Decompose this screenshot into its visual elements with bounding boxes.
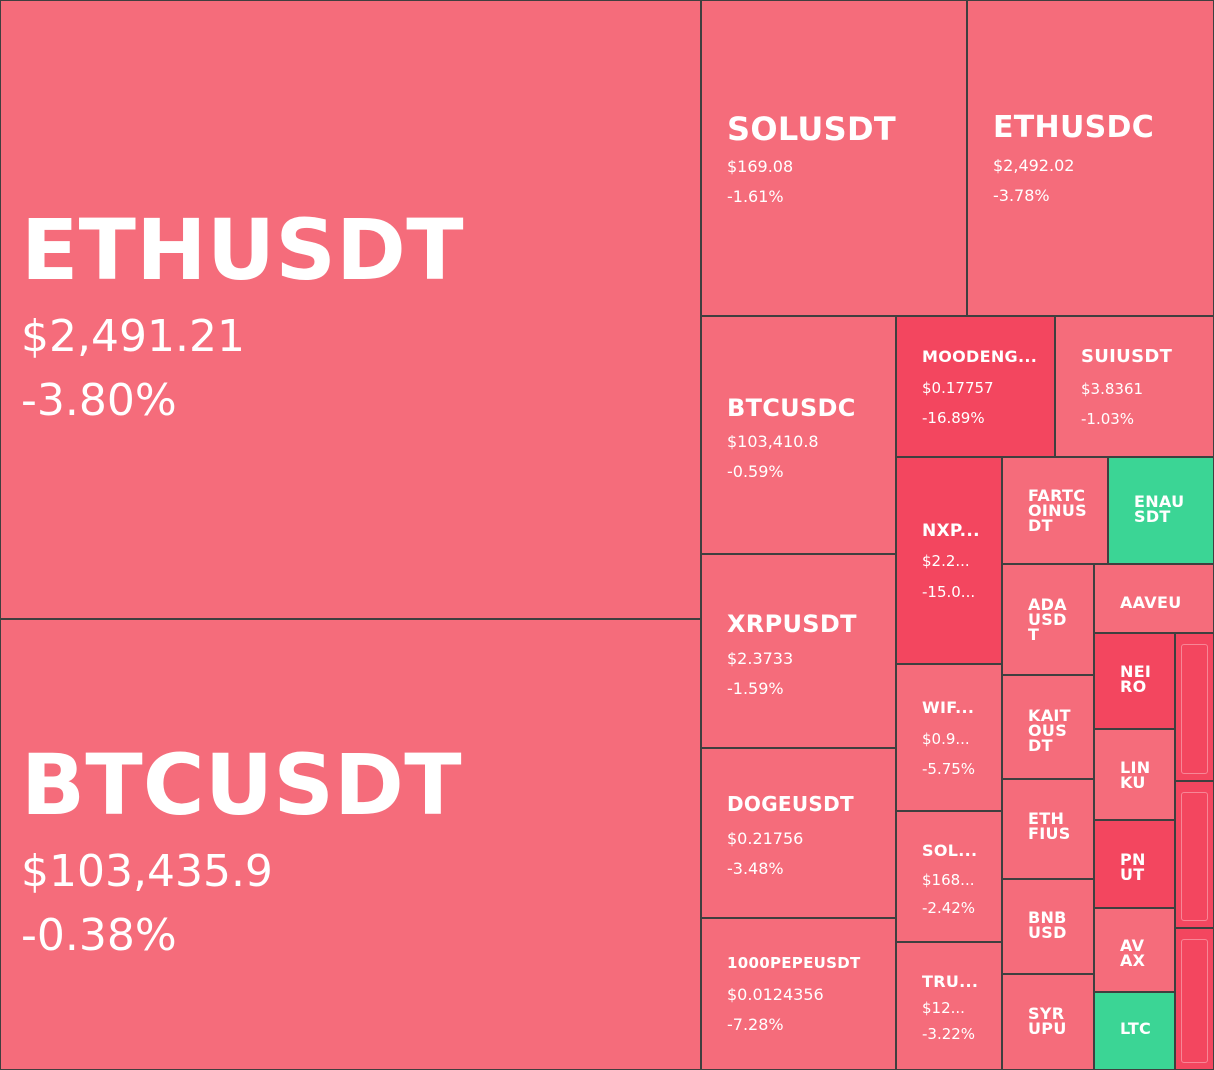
heatmap-tile-moodeng[interactable]: MOODENG... $0.17757 -16.89% — [896, 316, 1055, 457]
heatmap-tile-av-ax[interactable]: AV AX — [1094, 908, 1175, 992]
tile-symbol: AV AX — [1120, 936, 1146, 971]
tile-price: $2,491.21 — [21, 311, 245, 362]
heatmap-tile-enau-sdt[interactable]: ENAU SDT — [1108, 457, 1214, 564]
tile-symbol: SUIUSDT — [1081, 346, 1173, 367]
tile-symbol: ENAU SDT — [1134, 492, 1185, 527]
tile-symbol: BNB USD — [1028, 908, 1067, 943]
tile-price: $2,492.02 — [993, 156, 1075, 175]
tile-change: -0.59% — [727, 462, 784, 481]
tile-change: -3.80% — [21, 375, 177, 426]
tile-change: -1.59% — [727, 679, 784, 698]
heatmap-tile-nxp[interactable]: NXP... $2.2... -15.0... — [896, 457, 1002, 664]
tile-price: $2.3733 — [727, 649, 794, 668]
heatmap-tile-sol[interactable]: SOL... $168... -2.42% — [896, 811, 1002, 942]
heatmap-tile-syr-upu[interactable]: SYR UPU — [1002, 974, 1094, 1070]
tile-change: -1.61% — [727, 187, 784, 206]
heatmap-tile-ethusdt[interactable]: ETHUSDT $2,491.21 -3.80% — [0, 0, 701, 619]
tile-price: $12... — [922, 999, 965, 1017]
tile-price: $169.08 — [727, 157, 794, 176]
tile-symbol: BTCUSDC — [727, 394, 856, 422]
tile-price: $103,435.9 — [21, 846, 273, 897]
tile-change: -16.89% — [922, 409, 985, 427]
tile-price: $0.0124356 — [727, 985, 824, 1004]
heatmap-tile-btcusdc[interactable]: BTCUSDC $103,410.8 -0.59% — [701, 316, 896, 554]
heatmap-tile-tru[interactable]: TRU... $12... -3.22% — [896, 942, 1002, 1070]
heatmap-tile-aaveu[interactable]: AAVEU — [1094, 564, 1214, 633]
heatmap-tile-btcusdt[interactable]: BTCUSDT $103,435.9 -0.38% — [0, 619, 701, 1070]
tile-symbol: PN UT — [1120, 850, 1146, 885]
tile-symbol: LTC — [1120, 1019, 1152, 1038]
heatmap-tile-1000pepeusdt[interactable]: 1000PEPEUSDT $0.0124356 -7.28% — [701, 918, 896, 1070]
tile-change: -1.03% — [1081, 410, 1135, 428]
heatmap-tile-unlabeled[interactable] — [1175, 781, 1214, 928]
heatmap-tile-dogeusdt[interactable]: DOGEUSDT $0.21756 -3.48% — [701, 748, 896, 918]
heatmap-tile-suiusdt[interactable]: SUIUSDT $3.8361 -1.03% — [1055, 316, 1214, 457]
heatmap-tile-ltc[interactable]: LTC — [1094, 992, 1175, 1070]
tile-symbol: ETHUSDT — [21, 201, 464, 299]
tile-symbol: SOLUSDT — [727, 110, 897, 148]
tile-symbol: AAVEU — [1120, 593, 1182, 612]
heatmap-tile-fartc-oinus-dt[interactable]: FARTC OINUS DT — [1002, 457, 1108, 564]
heatmap-tile-wif[interactable]: WIF... $0.9... -5.75% — [896, 664, 1002, 811]
tile-change: -3.78% — [993, 186, 1050, 205]
heatmap-tile-lin-ku[interactable]: LIN KU — [1094, 729, 1175, 820]
tile-symbol: DOGEUSDT — [727, 792, 854, 816]
heatmap-tile-bnb-usd[interactable]: BNB USD — [1002, 879, 1094, 974]
tile-symbol: KAIT OUS DT — [1028, 706, 1071, 756]
tile-symbol: ADA USD T — [1028, 595, 1067, 645]
tile-symbol: WIF... — [922, 698, 975, 717]
tile-price: $0.17757 — [922, 379, 994, 397]
heatmap-tile-eth-fius[interactable]: ETH FIUS — [1002, 779, 1094, 879]
tile-symbol: 1000PEPEUSDT — [727, 954, 861, 972]
heatmap-tile-solusdt[interactable]: SOLUSDT $169.08 -1.61% — [701, 0, 967, 316]
tile-change: -3.48% — [727, 859, 784, 878]
tile-price: $2.2... — [922, 552, 970, 570]
tile-symbol: NEI RO — [1120, 662, 1152, 697]
tile-change: -5.75% — [922, 760, 976, 778]
tile-change: -7.28% — [727, 1015, 784, 1034]
heatmap-tile-unlabeled[interactable] — [1175, 633, 1214, 781]
heatmap-tile-nei-ro[interactable]: NEI RO — [1094, 633, 1175, 729]
tile-symbol: SYR UPU — [1028, 1004, 1067, 1039]
tile-change: -2.42% — [922, 899, 976, 917]
tile-change: -15.0... — [922, 583, 976, 601]
heatmap-tile-kait-ous-dt[interactable]: KAIT OUS DT — [1002, 675, 1094, 779]
tile-symbol: FARTC OINUS DT — [1028, 486, 1087, 536]
tile-price: $0.9... — [922, 730, 970, 748]
tile-price: $168... — [922, 871, 975, 889]
tile-symbol: LIN KU — [1120, 758, 1151, 793]
heatmap-tile-unlabeled[interactable] — [1175, 928, 1214, 1070]
tile-symbol: MOODENG... — [922, 347, 1038, 366]
tile-symbol: ETH FIUS — [1028, 809, 1071, 844]
tile-change: -3.22% — [922, 1025, 976, 1043]
tile-symbol: BTCUSDT — [21, 736, 462, 834]
tile-symbol: XRPUSDT — [727, 610, 857, 638]
tile-symbol: SOL... — [922, 841, 978, 860]
tile-change: -0.38% — [21, 910, 177, 961]
heatmap-tile-pn-ut[interactable]: PN UT — [1094, 820, 1175, 908]
tile-price: $103,410.8 — [727, 432, 819, 451]
heatmap-tile-ethusdc[interactable]: ETHUSDC $2,492.02 -3.78% — [967, 0, 1214, 316]
tile-symbol: NXP... — [922, 521, 980, 541]
tile-symbol: TRU... — [922, 972, 979, 991]
heatmap-tile-ada-usd-t[interactable]: ADA USD T — [1002, 564, 1094, 675]
heatmap-tile-xrpusdt[interactable]: XRPUSDT $2.3733 -1.59% — [701, 554, 896, 748]
tile-price: $0.21756 — [727, 829, 804, 848]
tile-price: $3.8361 — [1081, 380, 1144, 398]
tile-symbol: ETHUSDC — [993, 110, 1155, 145]
